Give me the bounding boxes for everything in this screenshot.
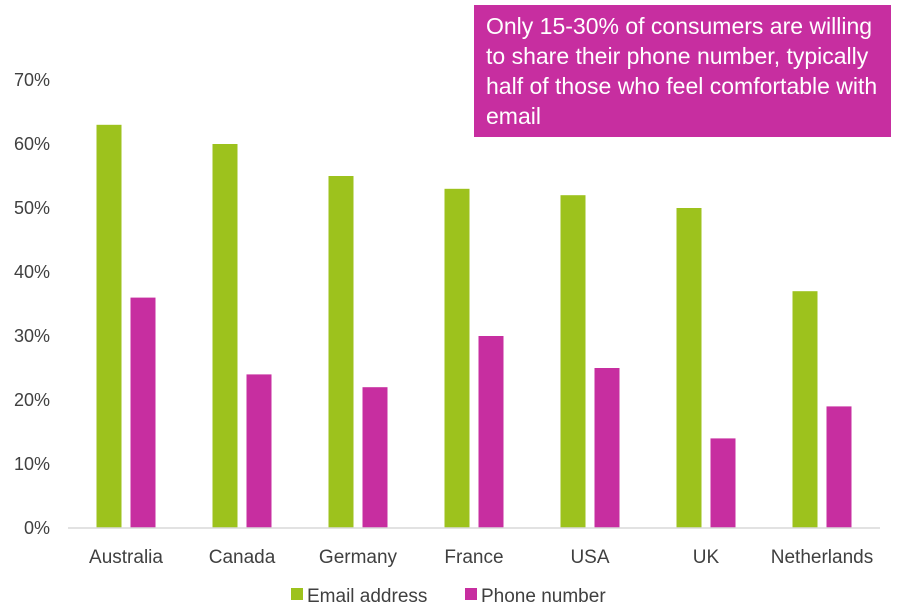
phone-bar-germany (362, 387, 388, 528)
bars-group (96, 124, 852, 529)
y-tick-label: 30% (14, 326, 50, 346)
x-tick-label: France (444, 547, 503, 568)
y-tick-label: 0% (24, 518, 50, 538)
annotation-box (474, 5, 891, 137)
y-tick-label: 10% (14, 454, 50, 474)
legend-phone: Phone number (465, 586, 606, 607)
y-tick-label: 40% (14, 262, 50, 282)
y-tick-label: 20% (14, 390, 50, 410)
email-bar-netherlands (792, 291, 818, 528)
y-tick-label: 70% (14, 70, 50, 90)
legend-email-swatch (291, 588, 303, 600)
y-axis: 0% 10% 20% 30% 40% 50% 60% 70% (14, 70, 50, 538)
legend-phone-label: Phone number (481, 586, 606, 607)
email-bar-australia (96, 124, 122, 529)
y-tick-label: 60% (14, 134, 50, 154)
phone-bar-usa (594, 368, 620, 528)
legend-email: Email address (291, 586, 427, 607)
email-bar-canada (212, 144, 238, 528)
x-tick-label: Germany (319, 547, 398, 568)
x-tick-label: Netherlands (771, 547, 873, 568)
x-tick-label: Australia (89, 547, 163, 568)
x-tick-label: UK (693, 547, 720, 568)
email-bar-france (444, 188, 470, 529)
phone-bar-canada (246, 374, 272, 528)
email-bar-uk (676, 208, 702, 528)
annotation-callout: Only 15-30% of consumers are willing to … (474, 5, 891, 137)
phone-bar-uk (710, 438, 736, 528)
legend-email-label: Email address (307, 586, 427, 607)
phone-bar-france (478, 336, 504, 528)
y-tick-label: 50% (14, 198, 50, 218)
x-tick-label: Canada (209, 547, 276, 568)
legend: Email address Phone number (291, 586, 606, 607)
phone-bar-netherlands (826, 406, 852, 528)
email-bar-germany (328, 176, 354, 528)
legend-phone-swatch (465, 588, 477, 600)
x-axis-labels: Australia Canada Germany France USA UK Netherl… (89, 547, 873, 568)
phone-bar-australia (130, 297, 156, 528)
annotation-text: Only 15-30% of consumers are willing to … (486, 13, 878, 129)
email-bar-usa (560, 195, 586, 528)
x-tick-label: USA (570, 547, 609, 568)
